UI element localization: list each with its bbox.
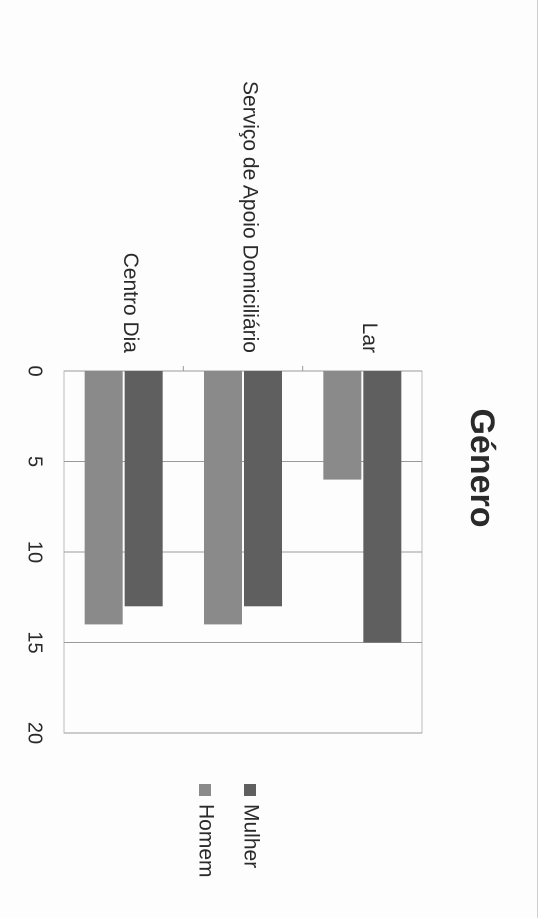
category-label: Centro Dia — [119, 253, 142, 354]
gridlines — [64, 370, 422, 734]
legend-swatch-homem — [199, 784, 211, 796]
category-label: Serviço de Apoio Domiciliário — [238, 81, 261, 353]
tick-label: 15 — [24, 631, 46, 653]
legend-swatch-mulher — [244, 784, 256, 796]
tick-label: 0 — [24, 365, 46, 376]
bar-homem-0 — [323, 371, 362, 480]
category-axis: Lar Serviço de Apoio Domiciliário Centro D… — [119, 81, 381, 353]
tick-label: 10 — [24, 541, 46, 563]
bar-mulher-1 — [244, 371, 282, 607]
bar-homem-2 — [84, 371, 123, 625]
bars — [84, 371, 402, 643]
legend: Mulher Homem — [194, 784, 262, 878]
chart-title: Género — [463, 408, 501, 527]
tick-label: 5 — [24, 456, 46, 467]
legend-label-homem: Homem — [194, 804, 217, 878]
bar-homem-1 — [204, 371, 242, 625]
category-label: Lar — [358, 323, 381, 353]
bar-mulher-2 — [124, 371, 163, 607]
plot-area: 0 5 10 15 20 Lar Serviço de Apoio Domiciliári… — [24, 81, 423, 744]
bar-mulher-0 — [363, 371, 402, 643]
value-axis: 0 5 10 15 20 — [24, 365, 304, 744]
legend-label-mulher: Mulher — [239, 804, 262, 868]
tick-label: 20 — [24, 722, 46, 744]
